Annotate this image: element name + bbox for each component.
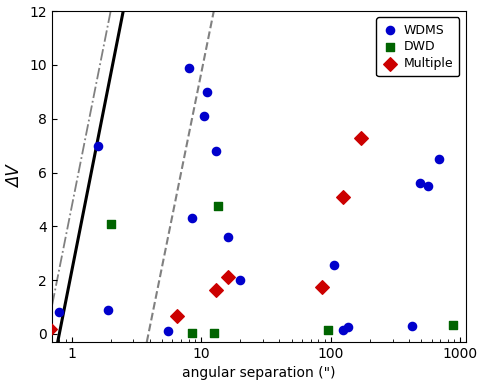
WDMS	[339, 327, 347, 333]
WDMS	[164, 328, 171, 334]
WDMS	[408, 323, 415, 329]
DWD	[210, 330, 218, 336]
Multiple	[224, 274, 231, 281]
Multiple	[212, 286, 220, 293]
Legend: WDMS, DWD, Multiple: WDMS, DWD, Multiple	[376, 17, 459, 76]
WDMS	[185, 64, 193, 71]
WDMS	[94, 142, 102, 149]
Multiple	[357, 134, 364, 141]
WDMS	[330, 262, 337, 268]
DWD	[107, 220, 115, 227]
WDMS	[203, 89, 211, 95]
DWD	[324, 327, 332, 333]
Y-axis label: ΔV: ΔV	[5, 165, 24, 188]
WDMS	[55, 309, 63, 315]
DWD	[449, 322, 456, 328]
WDMS	[188, 215, 196, 221]
Multiple	[339, 194, 347, 200]
Multiple	[46, 325, 54, 332]
Multiple	[173, 313, 181, 320]
WDMS	[424, 183, 432, 189]
WDMS	[104, 306, 112, 313]
DWD	[188, 330, 196, 336]
DWD	[214, 203, 222, 209]
WDMS	[435, 156, 442, 162]
Multiple	[318, 284, 326, 290]
WDMS	[344, 324, 351, 330]
WDMS	[236, 277, 244, 283]
WDMS	[416, 180, 424, 186]
WDMS	[224, 234, 231, 240]
X-axis label: angular separation ("): angular separation (")	[182, 366, 335, 381]
WDMS	[212, 148, 220, 154]
Multiple	[446, 27, 454, 33]
WDMS	[200, 113, 208, 119]
